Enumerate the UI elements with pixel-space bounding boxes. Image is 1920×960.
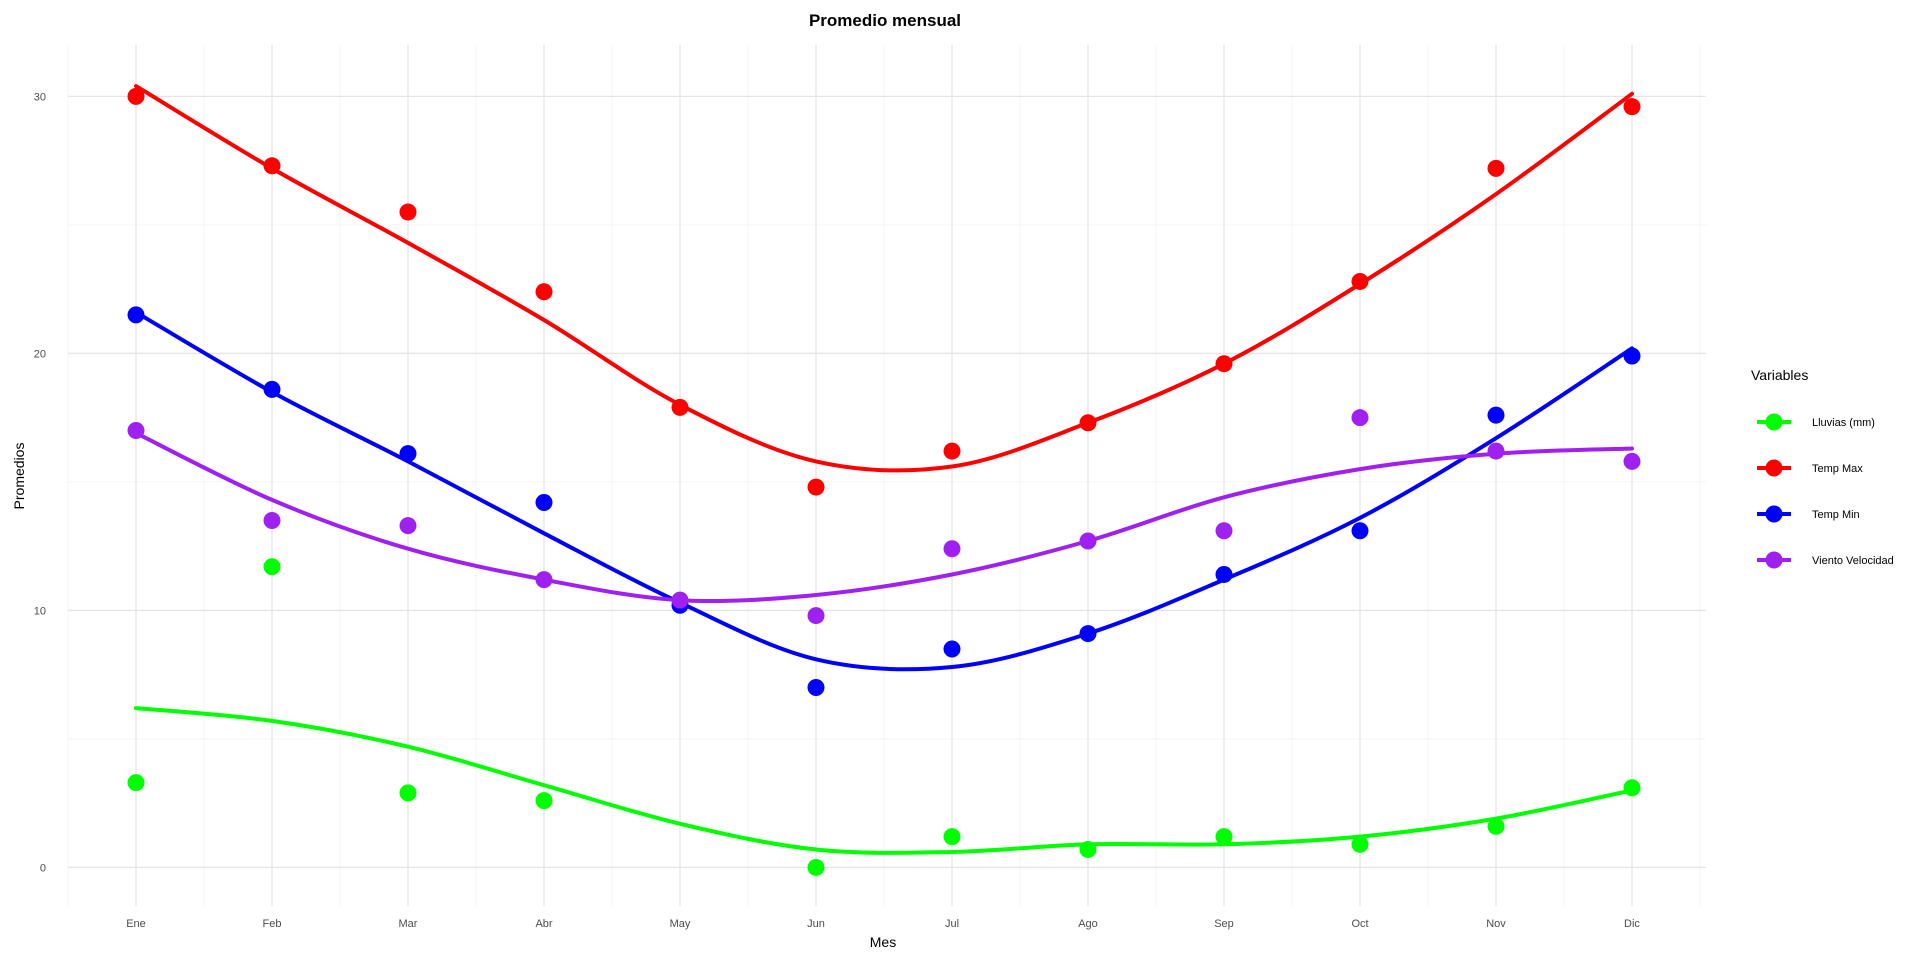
data-point-lluvias-mm xyxy=(1351,835,1369,853)
data-point-temp-min xyxy=(943,640,961,658)
data-point-temp-min xyxy=(1215,565,1233,583)
trend-line-lluvias-mm xyxy=(134,706,1634,855)
data-point-lluvias-mm xyxy=(127,774,145,792)
data-point-viento-velocidad xyxy=(1351,409,1369,427)
data-point-temp-max xyxy=(127,87,145,105)
data-point-viento-velocidad xyxy=(671,591,689,609)
data-point-viento-velocidad xyxy=(1079,532,1097,550)
legend-dot-lluvias-mm xyxy=(1765,413,1783,431)
series-lines xyxy=(134,84,1634,855)
x-tick-label: Jun xyxy=(807,918,825,930)
x-axis-label: Mes xyxy=(870,934,896,950)
data-point-lluvias-mm xyxy=(399,784,417,802)
data-point-lluvias-mm xyxy=(1623,779,1641,797)
data-point-viento-velocidad xyxy=(807,607,825,625)
x-tick-label: Sep xyxy=(1214,918,1234,930)
legend-dot-temp-max xyxy=(1765,459,1783,477)
data-point-viento-velocidad xyxy=(1623,452,1641,470)
x-tick-label: Ene xyxy=(126,918,146,930)
legend-item-temp-min: Temp Min xyxy=(1757,505,1860,523)
data-point-temp-max xyxy=(1487,159,1505,177)
data-point-temp-max xyxy=(1351,272,1369,290)
y-tick-label: 10 xyxy=(34,605,46,617)
x-tick-label: Dic xyxy=(1624,918,1640,930)
data-point-viento-velocidad xyxy=(1215,522,1233,540)
x-tick-label: Ago xyxy=(1078,918,1098,930)
x-tick-label: Oct xyxy=(1351,918,1368,930)
trend-line-viento-velocidad xyxy=(134,431,1634,604)
legend-item-viento-velocidad: Viento Velocidad xyxy=(1757,551,1894,569)
data-point-temp-min xyxy=(127,306,145,324)
x-tick-labels: Ene Feb Mar Abr May Jun Jul Ago Sep Oct Nov Dic xyxy=(126,918,1640,930)
legend-label-viento-velocidad: Viento Velocidad xyxy=(1812,555,1894,567)
data-point-viento-velocidad xyxy=(1487,442,1505,460)
data-point-temp-min xyxy=(399,445,417,463)
data-point-temp-max xyxy=(399,203,417,221)
legend-label-temp-max: Temp Max xyxy=(1812,463,1863,475)
chart-title: Promedio mensual xyxy=(809,11,961,30)
data-point-temp-max xyxy=(807,478,825,496)
data-point-temp-max xyxy=(671,398,689,416)
data-point-temp-max xyxy=(1079,414,1097,432)
x-tick-label: Mar xyxy=(399,918,418,930)
data-point-viento-velocidad xyxy=(399,517,417,535)
data-point-temp-min xyxy=(1351,522,1369,540)
x-tick-label: Feb xyxy=(263,918,282,930)
y-axis-label: Promedios xyxy=(11,443,27,510)
x-tick-label: Jul xyxy=(945,918,959,930)
y-tick-label: 30 xyxy=(34,91,46,103)
y-tick-label: 0 xyxy=(40,862,46,874)
legend-label-lluvias-mm: Lluvias (mm) xyxy=(1812,417,1875,429)
data-point-viento-velocidad xyxy=(263,511,281,529)
data-point-lluvias-mm xyxy=(807,858,825,876)
legend-dot-viento-velocidad xyxy=(1765,551,1783,569)
data-point-viento-velocidad xyxy=(943,540,961,558)
trend-line-temp-min xyxy=(134,310,1634,672)
data-point-lluvias-mm xyxy=(1079,840,1097,858)
data-point-temp-max xyxy=(1623,98,1641,116)
data-point-lluvias-mm xyxy=(1487,817,1505,835)
y-tick-labels: 0 10 20 30 xyxy=(34,91,46,874)
x-tick-label: Abr xyxy=(535,918,552,930)
legend-dot-temp-min xyxy=(1765,505,1783,523)
data-point-viento-velocidad xyxy=(127,422,145,440)
data-point-temp-max xyxy=(943,442,961,460)
data-point-temp-min xyxy=(807,679,825,697)
legend-item-lluvias-mm: Lluvias (mm) xyxy=(1757,413,1875,431)
series-points xyxy=(127,87,1641,876)
legend-label-temp-min: Temp Min xyxy=(1812,509,1860,521)
data-point-temp-max xyxy=(1215,355,1233,373)
legend: Variables Lluvias (mm) Temp Max Temp Min Vi… xyxy=(1751,367,1894,569)
grid xyxy=(67,45,1706,906)
data-point-lluvias-mm xyxy=(1215,828,1233,846)
data-point-temp-min xyxy=(263,380,281,398)
data-point-lluvias-mm xyxy=(263,558,281,576)
data-point-viento-velocidad xyxy=(535,571,553,589)
data-point-lluvias-mm xyxy=(943,828,961,846)
data-point-temp-min xyxy=(535,493,553,511)
data-point-temp-min xyxy=(1079,625,1097,643)
data-point-temp-min xyxy=(1623,347,1641,365)
y-tick-label: 20 xyxy=(34,348,46,360)
x-tick-label: Nov xyxy=(1486,918,1506,930)
data-point-lluvias-mm xyxy=(535,792,553,810)
legend-item-temp-max: Temp Max xyxy=(1757,459,1863,477)
data-point-temp-max xyxy=(263,157,281,175)
legend-title: Variables xyxy=(1751,367,1808,383)
data-point-temp-min xyxy=(1487,406,1505,424)
x-tick-label: May xyxy=(670,918,691,930)
data-point-temp-max xyxy=(535,283,553,301)
trend-line-temp-max xyxy=(134,84,1634,473)
